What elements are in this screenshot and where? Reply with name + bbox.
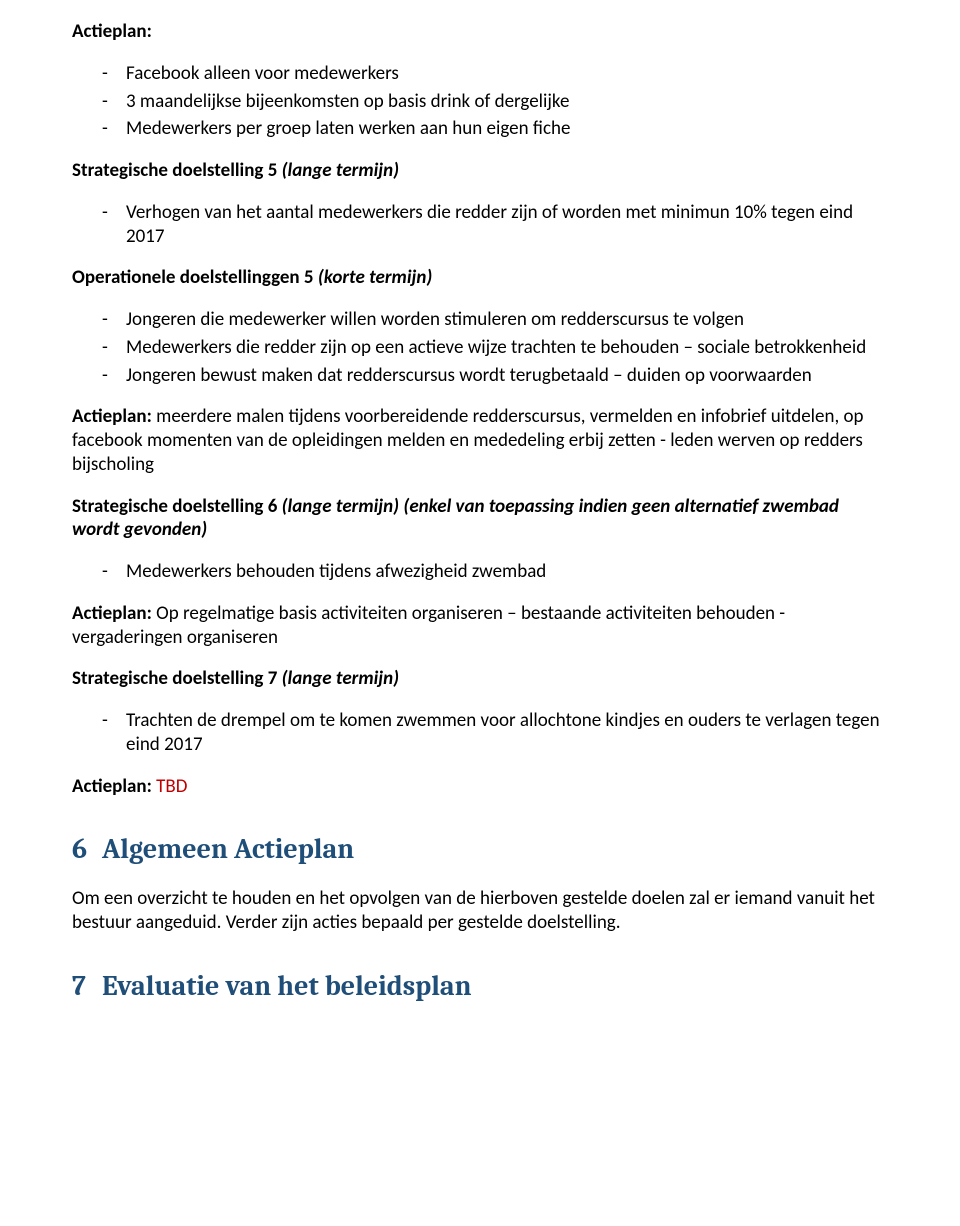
od5-list: Jongeren die medewerker willen worden st… [72,308,888,387]
actieplan-sd7: Actieplan: TBD [72,775,888,799]
list-item: Verhogen van het aantal medewerkers die … [72,201,888,249]
actieplan-label: Actieplan: [72,775,156,798]
list-item: Medewerkers die redder zijn op een actie… [72,336,888,360]
actieplan-label: Actieplan: [72,602,152,625]
sd5-title-italic: (lange termijn) [282,159,399,182]
od5-title-bold: Operationele doelstellinggen 5 [72,266,318,289]
h6-body: Om een overzicht te houden en het opvolg… [72,887,888,935]
list-item: Jongeren bewust maken dat redderscursus … [72,364,888,388]
actieplan-list: Facebook alleen voor medewerkers 3 maand… [72,62,888,141]
sd5-title-bold: Strategische doelstelling 5 [72,159,282,182]
list-item: Medewerkers behouden tijdens afwezigheid… [72,560,888,584]
list-item: Medewerkers per groep laten werken aan h… [72,117,888,141]
sd7-title-italic: (lange termijn) [282,667,399,690]
list-item: Facebook alleen voor medewerkers [72,62,888,86]
list-item: 3 maandelijkse bijeenkomsten op basis dr… [72,90,888,114]
heading-6: 6Algemeen Actieplan [72,832,888,867]
sd5-title: Strategische doelstelling 5 (lange termi… [72,159,888,183]
sd7-title-bold: Strategische doelstelling 7 [72,667,282,690]
actieplan-text: meerdere malen tijdens voorbereidende re… [72,405,863,476]
actieplan-label: Actieplan: [72,405,152,428]
sd7-title: Strategische doelstelling 7 (lange termi… [72,667,888,691]
sd7-list: Trachten de drempel om te komen zwemmen … [72,709,888,757]
sd6-title-bold: Strategische doelstelling 6 [72,495,282,518]
sd6-title: Strategische doelstelling 6 (lange termi… [72,495,888,543]
list-item: Trachten de drempel om te komen zwemmen … [72,709,888,757]
tbd-text: TBD [156,775,187,798]
sd5-list: Verhogen van het aantal medewerkers die … [72,201,888,249]
heading-number: 7 [72,969,102,1004]
list-item: Jongeren die medewerker willen worden st… [72,308,888,332]
actieplan-text: Op regelmatige basis activiteiten organi… [72,602,785,649]
actieplan-title: Actieplan: [72,20,888,44]
actieplan-od5: Actieplan: meerdere malen tijdens voorbe… [72,405,888,476]
od5-title-italic: (korte termijn) [318,266,432,289]
heading-number: 6 [72,832,102,867]
heading-title: Algemeen Actieplan [102,833,354,865]
heading-7: 7Evaluatie van het beleidsplan [72,969,888,1004]
actieplan-sd6: Actieplan: Op regelmatige basis activite… [72,602,888,650]
heading-title: Evaluatie van het beleidsplan [102,970,472,1002]
od5-title: Operationele doelstellinggen 5 (korte te… [72,266,888,290]
sd6-list: Medewerkers behouden tijdens afwezigheid… [72,560,888,584]
